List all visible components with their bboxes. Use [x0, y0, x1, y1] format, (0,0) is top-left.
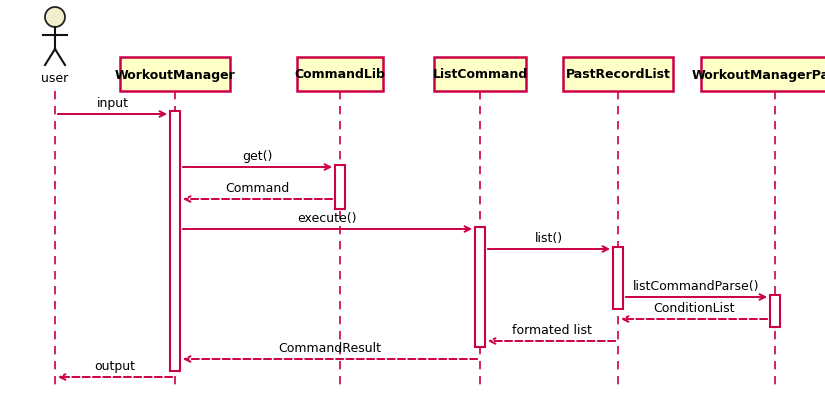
Text: CommandLib: CommandLib [295, 68, 385, 81]
Text: list(): list() [535, 231, 563, 244]
Text: WorkoutManagerParser: WorkoutManagerParser [692, 68, 825, 81]
Text: formated list: formated list [512, 323, 592, 336]
Text: CommandResult: CommandResult [279, 341, 381, 354]
Bar [475, 228, 485, 347]
Text: input: input [97, 97, 129, 110]
Bar [297, 58, 383, 92]
Text: ListCommand: ListCommand [432, 68, 528, 81]
Text: user: user [41, 72, 68, 85]
Text: get(): get() [243, 149, 273, 162]
Bar [770, 295, 780, 327]
Bar [701, 58, 825, 92]
Circle shape [45, 8, 65, 28]
Text: ConditionList: ConditionList [653, 301, 735, 314]
Text: output: output [95, 359, 135, 372]
Text: WorkoutManager: WorkoutManager [115, 68, 235, 81]
Bar [335, 166, 345, 209]
Bar [120, 58, 230, 92]
Text: Command: Command [225, 181, 290, 194]
Text: execute(): execute() [298, 211, 357, 224]
Text: PastRecordList: PastRecordList [566, 68, 671, 81]
Bar [170, 112, 180, 371]
Text: listCommandParse(): listCommandParse() [634, 279, 760, 292]
Bar [434, 58, 526, 92]
Bar [613, 247, 623, 309]
Bar [563, 58, 673, 92]
